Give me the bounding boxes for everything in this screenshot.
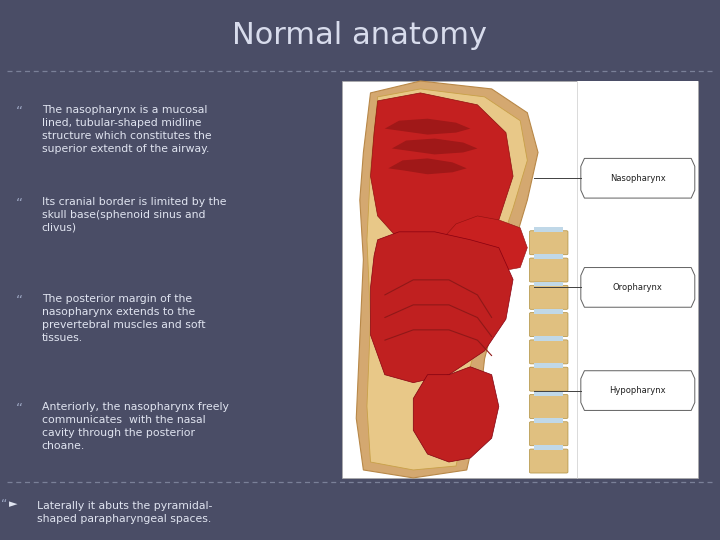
Text: Normal anatomy: Normal anatomy <box>233 21 487 50</box>
Text: Oropharynx: Oropharynx <box>613 283 662 292</box>
Text: Its cranial border is limited by the
skull base(sphenoid sinus and
clivus): Its cranial border is limited by the sku… <box>42 197 226 233</box>
Text: The nasopharynx is a mucosal
lined, tubular-shaped midline
structure which const: The nasopharynx is a mucosal lined, tubu… <box>42 105 212 154</box>
Text: “: “ <box>16 294 23 308</box>
Polygon shape <box>384 119 470 134</box>
Text: “: “ <box>1 498 8 511</box>
FancyBboxPatch shape <box>534 227 563 232</box>
Text: Laterally it abuts the pyramidal-
shaped parapharyngeal spaces.: Laterally it abuts the pyramidal- shaped… <box>37 501 213 524</box>
FancyBboxPatch shape <box>529 258 568 282</box>
FancyBboxPatch shape <box>534 418 563 423</box>
FancyBboxPatch shape <box>529 313 568 336</box>
Polygon shape <box>356 81 538 478</box>
FancyBboxPatch shape <box>534 282 563 286</box>
Polygon shape <box>388 158 467 174</box>
FancyBboxPatch shape <box>529 340 568 364</box>
Polygon shape <box>371 232 513 383</box>
Polygon shape <box>367 89 527 470</box>
FancyBboxPatch shape <box>529 285 568 309</box>
Polygon shape <box>581 267 695 307</box>
FancyBboxPatch shape <box>534 363 563 368</box>
Polygon shape <box>413 367 499 462</box>
Polygon shape <box>581 371 695 410</box>
Text: “: “ <box>16 105 23 119</box>
FancyBboxPatch shape <box>534 309 563 314</box>
Text: “: “ <box>16 197 23 211</box>
Text: Anteriorly, the nasopharynx freely
communicates  with the nasal
cavity through t: Anteriorly, the nasopharynx freely commu… <box>42 402 229 451</box>
Polygon shape <box>371 93 513 248</box>
FancyBboxPatch shape <box>534 446 563 450</box>
Polygon shape <box>392 139 477 154</box>
FancyBboxPatch shape <box>529 394 568 418</box>
FancyBboxPatch shape <box>529 449 568 473</box>
Text: ►: ► <box>9 499 18 509</box>
Text: The posterior margin of the
nasopharynx extends to the
prevertebral muscles and : The posterior margin of the nasopharynx … <box>42 294 205 343</box>
FancyBboxPatch shape <box>529 367 568 391</box>
Polygon shape <box>581 158 695 198</box>
FancyBboxPatch shape <box>534 391 563 395</box>
Text: Nasopharynx: Nasopharynx <box>610 174 666 183</box>
FancyBboxPatch shape <box>577 81 698 478</box>
FancyBboxPatch shape <box>534 336 563 341</box>
FancyBboxPatch shape <box>534 254 563 259</box>
Text: “: “ <box>16 402 23 416</box>
FancyBboxPatch shape <box>529 422 568 446</box>
Polygon shape <box>442 216 527 272</box>
Text: Hypopharynx: Hypopharynx <box>610 386 666 395</box>
FancyBboxPatch shape <box>342 81 698 478</box>
FancyBboxPatch shape <box>529 231 568 255</box>
